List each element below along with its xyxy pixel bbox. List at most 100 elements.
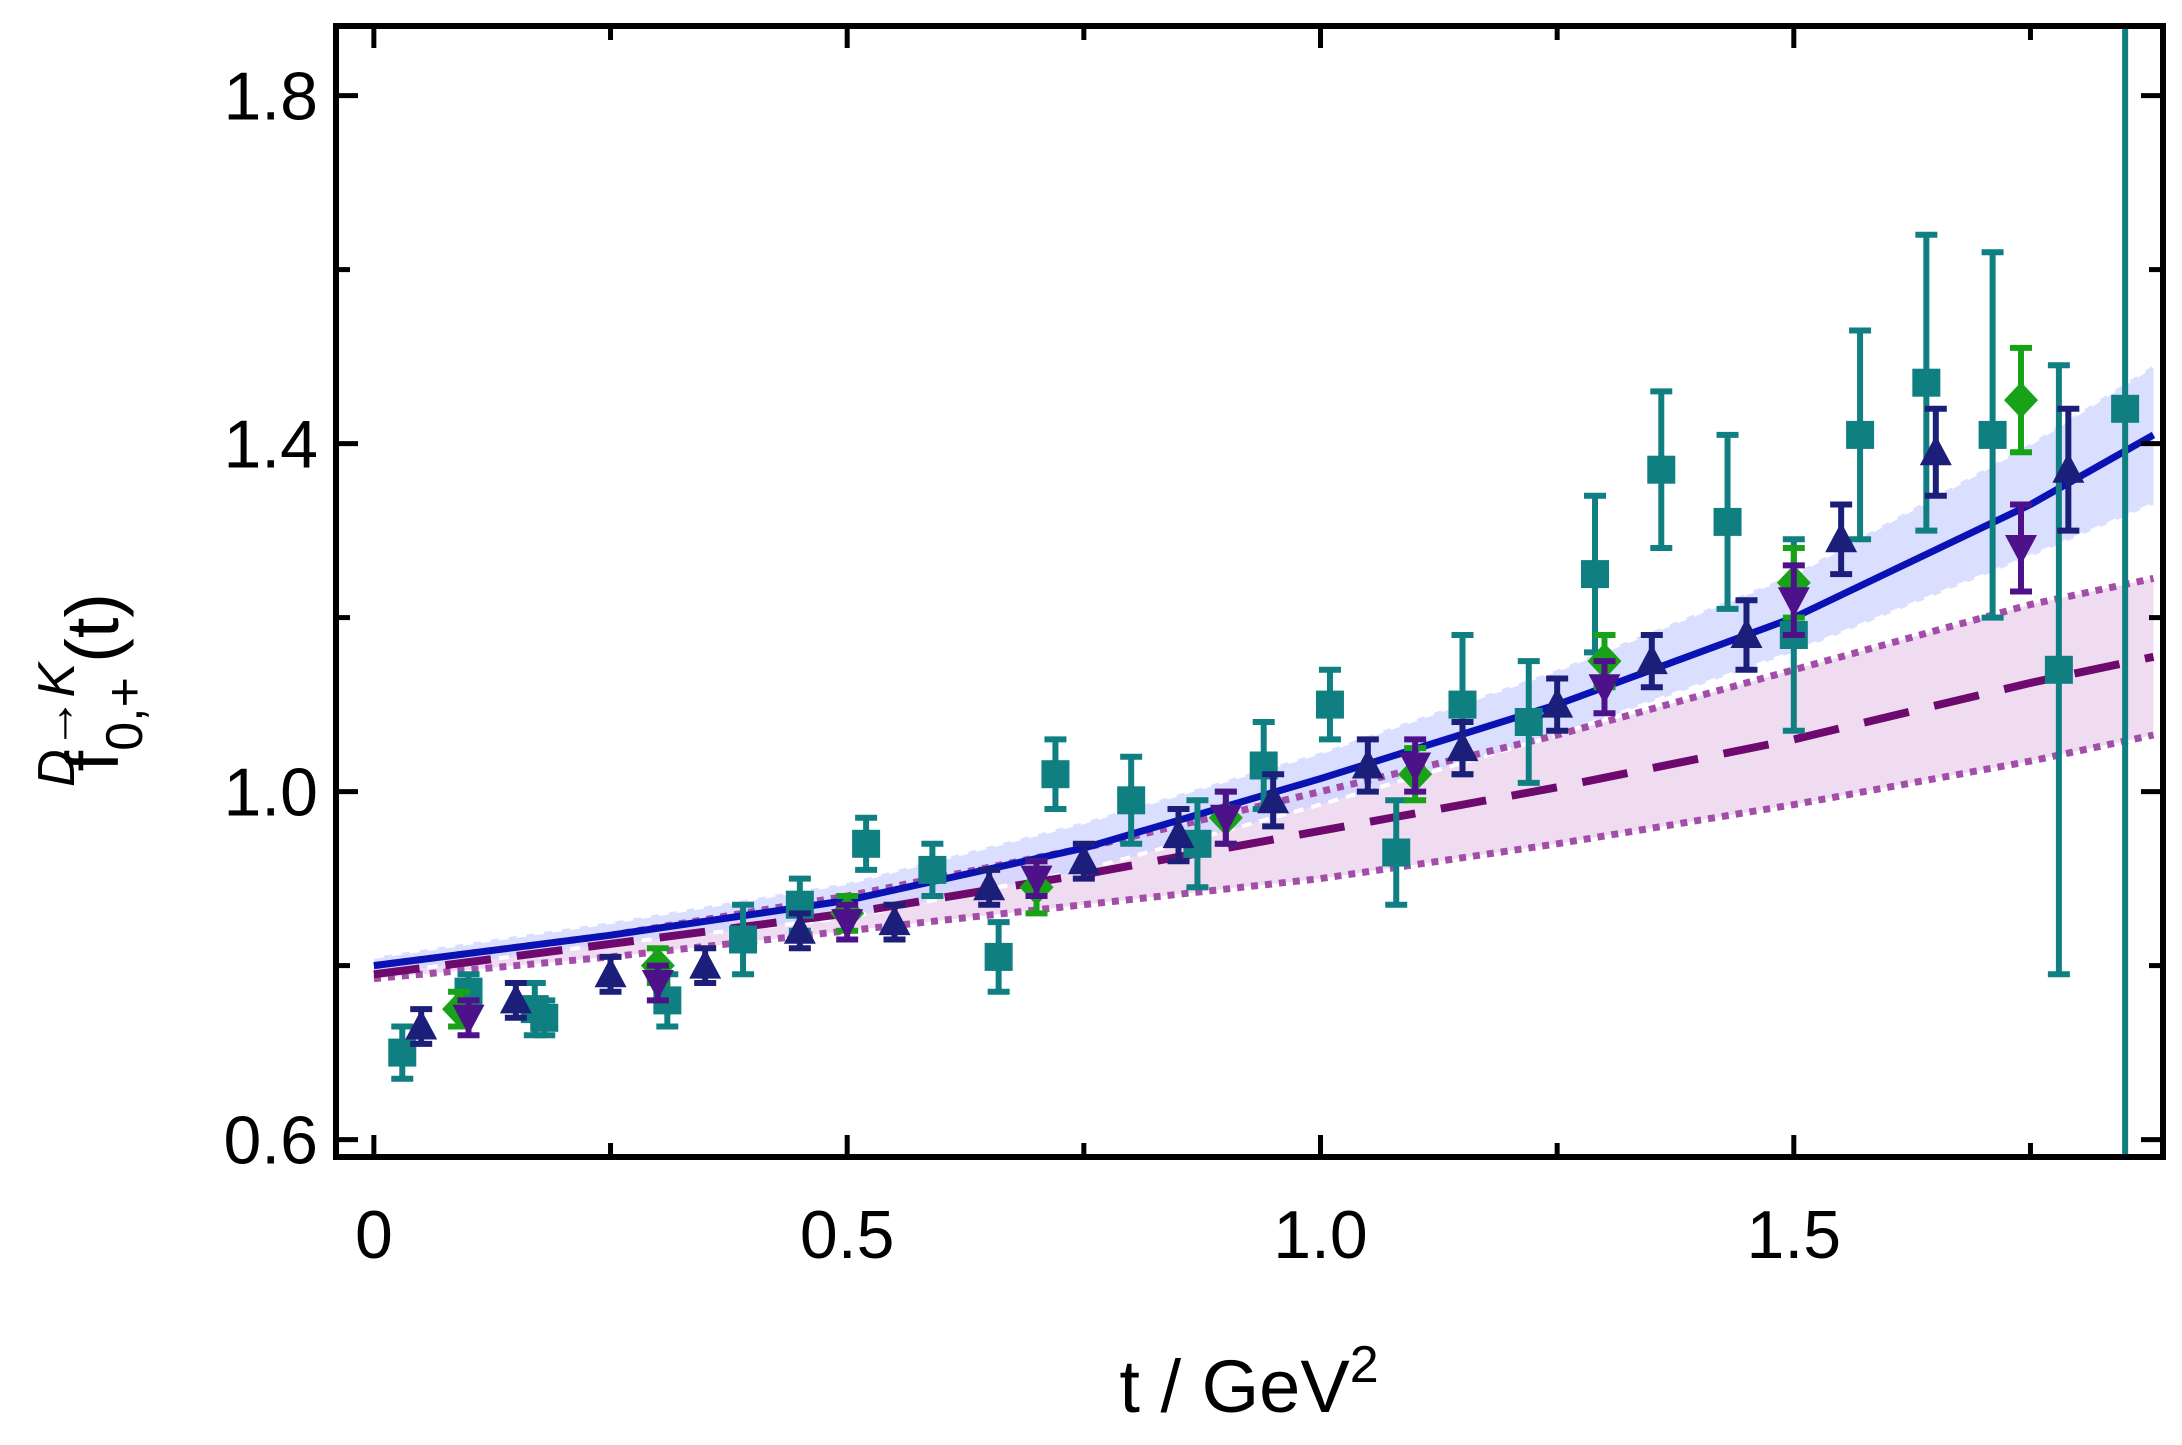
triangle-up-marker [405,1009,438,1040]
triangle-up-marker [1446,731,1479,762]
square-marker [984,942,1013,971]
square-marker [1514,708,1543,736]
x-tick-label: 1.0 [1273,1197,1368,1273]
triangle-up-marker [1730,618,1763,648]
blue-band-upper-edge [373,363,2155,959]
data-point [1588,658,1621,717]
triangle-down-marker [641,970,674,1000]
data-point [1020,858,1053,899]
x-tick-label: 0 [355,1197,393,1273]
x-tick-label: 1.5 [1747,1197,1842,1273]
data-point [1382,797,1411,908]
square-marker [1912,368,1941,397]
triangle-down-marker [1588,674,1621,705]
data-point [1912,231,1941,534]
data-point [689,945,722,986]
triangle-up-marker [499,983,532,1014]
square-marker [918,855,947,884]
triangle-down-marker [1777,587,1810,618]
data-point [1846,327,1875,543]
data-point [1635,632,1668,691]
data-point [1117,753,1146,847]
data-point [1041,736,1070,812]
square-marker [530,1003,559,1032]
triangle-up-marker [1541,687,1574,718]
data-point [1730,597,1763,673]
triangle-down-marker [2005,535,2038,565]
data-point [1351,736,1384,795]
square-marker [1448,690,1477,719]
data-points [388,26,2140,1157]
triangle-up-marker [1635,644,1668,675]
data-point [783,910,816,952]
data-point [2004,344,2039,456]
square-marker [2044,655,2073,684]
data-point [1446,719,1479,778]
square-marker [729,925,758,954]
purple-triangles-down [452,501,2038,1039]
triangle-up-marker [783,913,816,944]
triangle-up-marker [878,905,911,936]
x-tick-labels: 0 0.5 1.0 1.5 [355,1197,1841,1273]
diamond-marker [2004,382,2039,419]
data-point [984,919,1013,995]
triangle-down-marker [1209,804,1242,835]
y-tick-label: 1.0 [223,755,318,831]
triangle-up-marker [1919,435,1952,466]
y-tick-label: 1.4 [223,407,318,483]
blue-band-lower-edge [373,502,2155,977]
data-point [2005,501,2038,595]
triangle-up-marker [973,870,1006,901]
data-point [973,866,1006,908]
data-point [2044,362,2073,978]
purple-uncertainty-band [373,578,2154,979]
triangle-up-marker [1257,783,1290,814]
data-point [1713,431,1742,612]
data-point [1162,806,1195,865]
y-tick-label: 1.8 [223,59,318,135]
data-point [1825,501,1858,578]
triangle-up-marker [1162,818,1195,849]
data-point [641,962,674,1004]
square-marker [1382,838,1411,867]
data-point [1399,736,1432,795]
data-point [452,997,485,1039]
data-point [918,840,947,899]
data-point [2052,405,2085,534]
data-point [405,1006,438,1047]
triangle-down-marker [831,909,864,940]
triangle-down-marker [452,1004,485,1035]
data-point [1541,675,1574,734]
square-marker [1041,760,1070,789]
square-marker [1581,560,1610,589]
data-point [1919,405,1952,499]
triangle-down-marker [1399,752,1432,783]
data-point [852,814,881,873]
triangle-up-marker [1825,522,1858,553]
x-axis-label: t / GeV2 [1119,1336,1378,1428]
triangle-down-marker [1020,865,1053,896]
square-marker [1117,786,1146,815]
square-marker [852,829,881,858]
square-marker [2111,394,2140,423]
data-point [1315,666,1344,743]
data-point [878,901,911,943]
triangle-up-marker [2052,452,2085,483]
navy-triangles-up [405,405,2085,1047]
y-tick-labels: 0.6 1.0 1.4 1.8 [223,59,318,1179]
plot-frame [333,23,2166,1160]
blue-solid-fit-line [373,431,2156,970]
triangle-up-marker [1351,748,1384,779]
data-point [594,953,627,995]
data-point [1514,658,1543,786]
data-point [1978,249,2007,621]
data-point [1257,771,1290,830]
y-tick-label: 0.6 [223,1103,318,1179]
confidence-bands [373,365,2154,979]
y-axis-label: f0,+D→K(t) [28,593,154,787]
data-point [831,901,864,943]
data-point [1647,388,1676,551]
fit-curves [373,363,2156,983]
x-tick-label: 0.5 [800,1197,895,1273]
